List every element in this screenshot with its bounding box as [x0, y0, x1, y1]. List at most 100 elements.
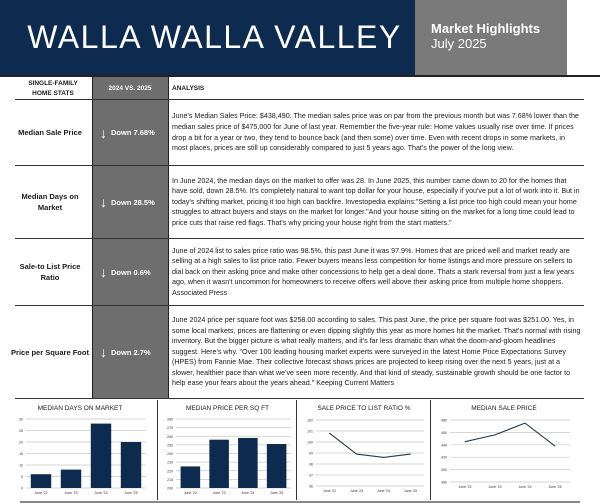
bar [90, 423, 112, 488]
column-header-compare: 2024 VS. 2025 [108, 85, 152, 92]
row-divider [15, 398, 584, 399]
y-tick-label: 30 [19, 418, 23, 422]
header-banner [0, 0, 415, 75]
change-value: Down 2.7% [111, 347, 151, 357]
data-point [524, 422, 526, 424]
y-tick-label: 15 [19, 452, 23, 456]
change-value: Down 0.6% [111, 267, 151, 277]
data-point [410, 453, 411, 455]
analysis-paragraph: June of 2024 list to sales price ratio w… [172, 246, 574, 297]
y-tick-label: 460 [441, 431, 447, 435]
data-point [356, 453, 357, 455]
chart-svg: 0 5 10 15 20 25 30 June '22 June '23 June '24 June… [19, 418, 146, 495]
stat-label: Median Sale Price [18, 128, 82, 137]
analysis-paragraph: June's Median Sales Price: $438,490. The… [172, 112, 579, 153]
x-tick-label: June '23 [488, 485, 501, 489]
divider [157, 400, 158, 500]
y-tick-label: 220 [167, 469, 173, 473]
row-divider [15, 238, 584, 239]
chart-title: MEDIAN PRICE PER SQ FT [185, 405, 270, 412]
header-date: July 2025 [431, 36, 487, 51]
y-tick-label: 270 [167, 426, 173, 430]
stat-label: Sale-to List Price Ratio [19, 262, 81, 282]
arrow-down-icon: ↓ [100, 344, 107, 360]
analysis-paragraph: June 2024 price per square foot was $258… [172, 315, 581, 388]
series-line [329, 432, 411, 458]
x-tick-label: June '24 [518, 485, 531, 489]
y-tick-label: 0 [21, 487, 23, 491]
y-tick-label: 420 [441, 456, 447, 460]
stat-label: Median Days on Market [21, 192, 79, 212]
divider [20, 501, 580, 503]
x-tick-label: June '24 [94, 491, 107, 495]
analysis-text: In June 2024, the median days on the mar… [172, 166, 582, 238]
y-tick-label: 5 [21, 475, 23, 479]
y-tick-label: 20 [19, 441, 23, 445]
bar [120, 442, 142, 488]
data-point [494, 434, 496, 436]
y-tick-label: 280 [167, 418, 173, 422]
stat-label: Price per Square Foot [11, 347, 89, 357]
change-cell: ↓ Down 0.6% [93, 239, 167, 305]
y-tick-label: 440 [441, 443, 447, 447]
data-point [329, 432, 330, 434]
y-tick-label: 97 [309, 474, 313, 478]
divider [430, 400, 431, 500]
chart-title: MEDIAN DAYS ON MARKET [37, 405, 123, 412]
x-tick-label: June '22 [184, 491, 197, 495]
chart-sale-to-list-ratio: SALE PRICE TO LIST RATIO % 96 97 98 99 100 10… [300, 402, 428, 498]
data-point [464, 441, 466, 443]
chart-title: MEDIAN SALE PRICE [471, 405, 537, 412]
x-tick-label: June '24 [377, 489, 390, 493]
data-point [554, 445, 556, 447]
change-value: Down 28.5% [111, 197, 155, 207]
change-value: Down 7.68% [111, 128, 155, 137]
y-tick-label: 250 [167, 443, 173, 447]
y-tick-label: 98 [309, 463, 313, 467]
y-tick-label: 400 [441, 468, 447, 472]
y-tick-label: 260 [167, 435, 173, 439]
arrow-down-icon: ↓ [100, 124, 107, 141]
row-divider [15, 165, 584, 166]
y-tick-label: 210 [167, 478, 173, 482]
bar [209, 439, 229, 488]
analysis-text: June 2024 price per square foot was $258… [172, 306, 582, 398]
analysis-paragraph: In June 2024, the median days on the mar… [172, 176, 580, 227]
bar [60, 469, 82, 488]
bar [238, 437, 258, 488]
analysis-text: June's Median Sales Price: $438,490. The… [172, 100, 582, 165]
y-tick-label: 10 [19, 464, 23, 468]
x-tick-label: June '25 [548, 485, 561, 489]
chart-median-days-on-market: MEDIAN DAYS ON MARKET 0 5 10 15 20 25 30 June '… [10, 402, 150, 498]
y-tick-label: 25 [19, 429, 23, 433]
x-tick-label: June '24 [241, 491, 254, 495]
y-tick-label: 200 [167, 487, 173, 491]
chart-svg: 200 210 220 230 240 250 260 270 280 June '22 June … [167, 418, 291, 495]
page-title: WALLA WALLA VALLEY [27, 19, 402, 55]
y-tick-label: 102 [307, 419, 313, 423]
chart-svg: 96 97 98 99 100 101 102 June '22 June '23 June '2… [307, 419, 424, 493]
y-tick-label: 96 [309, 485, 313, 489]
y-tick-label: 240 [167, 452, 173, 456]
chart-title: SALE PRICE TO LIST RATIO % [317, 405, 411, 412]
data-point [383, 457, 384, 458]
row-divider [15, 99, 584, 100]
series-line [464, 422, 556, 447]
y-tick-label: 101 [307, 430, 313, 434]
bar [180, 466, 201, 488]
change-column [92, 77, 169, 398]
column-header-stats: SINGLE-FAMILY HOME STATS [28, 80, 78, 97]
header-subtitle: Market Highlights [431, 21, 541, 36]
x-tick-label: June '22 [323, 489, 336, 493]
chart-median-price-per-sqft: MEDIAN PRICE PER SQ FT 200 210 220 230 240 25… [160, 402, 295, 498]
x-tick-label: June '23 [350, 489, 363, 493]
y-tick-label: 380 [441, 481, 447, 485]
divider [296, 400, 297, 500]
x-tick-label: June '25 [270, 491, 283, 495]
change-cell: ↓ Down 28.5% [93, 166, 167, 238]
header-info-box: Market Highlights July 2025 [415, 0, 567, 75]
arrow-down-icon: ↓ [100, 194, 107, 210]
chart-median-sale-price: MEDIAN SALE PRICE 380 400 420 440 460 480 June… [434, 402, 574, 498]
x-tick-label: June '23 [213, 491, 226, 495]
y-tick-label: 100 [307, 441, 313, 445]
